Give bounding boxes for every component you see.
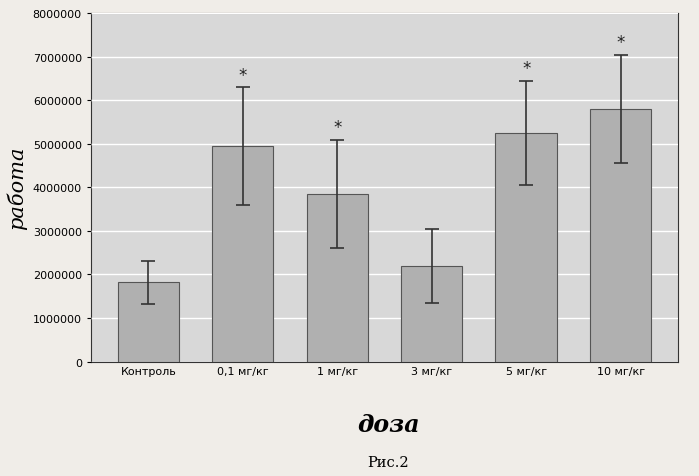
Bar	[212, 147, 273, 362]
Text: Рис.2: Рис.2	[367, 455, 409, 469]
Bar	[117, 283, 179, 362]
Text: *: *	[522, 60, 531, 78]
Bar	[496, 134, 557, 362]
Bar	[590, 110, 651, 362]
Text: *: *	[617, 34, 625, 52]
Bar	[306, 195, 368, 362]
Text: *: *	[238, 67, 247, 85]
Y-axis label: работа: работа	[7, 146, 27, 230]
Text: доза: доза	[356, 412, 419, 436]
Text: *: *	[333, 119, 341, 137]
Bar	[401, 266, 463, 362]
